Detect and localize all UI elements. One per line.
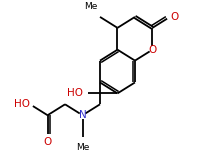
Text: Me: Me (76, 143, 89, 152)
Text: HO: HO (14, 99, 30, 109)
Text: N: N (79, 110, 86, 120)
Text: Me: Me (85, 2, 98, 11)
Text: O: O (148, 45, 157, 55)
Text: O: O (43, 137, 52, 147)
Text: HO: HO (67, 88, 83, 98)
Text: O: O (170, 12, 178, 22)
